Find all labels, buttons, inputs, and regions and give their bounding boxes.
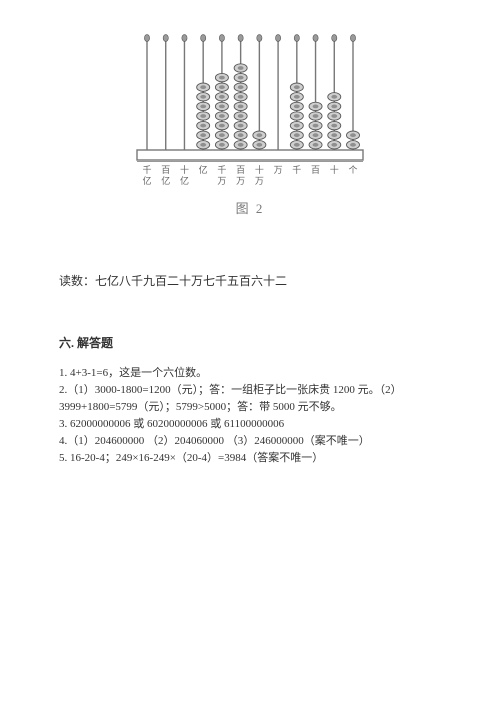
svg-text:千: 千	[142, 165, 151, 175]
svg-text:亿: 亿	[142, 175, 151, 186]
svg-text:万: 万	[236, 176, 245, 186]
page: 千亿百亿十亿亿千万百万十万万千百十个 图 2 读数：七亿八千九百二十万七千五百六…	[0, 0, 500, 707]
figure-caption: 图 2	[55, 198, 445, 217]
svg-text:万: 万	[274, 165, 283, 175]
svg-text:千: 千	[217, 165, 226, 175]
svg-text:亿: 亿	[180, 175, 189, 186]
svg-text:亿: 亿	[161, 175, 170, 186]
svg-text:百: 百	[311, 165, 320, 175]
answer-3: 3. 62000000006 或 60200000006 或 611000000…	[59, 416, 445, 433]
reading-line: 读数：七亿八千九百二十万七千五百六十二	[59, 272, 445, 289]
svg-text:万: 万	[255, 176, 264, 186]
abacus-figure: 千亿百亿十亿亿千万百万十万万千百十个	[135, 30, 365, 190]
svg-text:百: 百	[161, 165, 170, 175]
answer-2b: 3999+1800=5799（元）；5799>5000；答：带 5000 元不够…	[59, 399, 445, 416]
svg-text:千: 千	[292, 165, 301, 175]
section-title: 六. 解答题	[59, 334, 445, 351]
answer-4: 4.（1）204600000 （2）204060000 （3）246000000…	[59, 433, 445, 450]
svg-text:十: 十	[330, 164, 339, 175]
svg-text:亿: 亿	[199, 164, 208, 175]
svg-text:十: 十	[180, 164, 189, 175]
svg-text:个: 个	[348, 165, 357, 175]
answer-5: 5. 16-20-4；249×16-249×（20-4）=3984（答案不唯一）	[59, 450, 445, 467]
answer-2a: 2.（1）3000-1800=1200（元）；答：一组柜子比一张床贵 1200 …	[59, 382, 445, 399]
answer-1: 1. 4+3-1=6，这是一个六位数。	[59, 365, 445, 382]
svg-text:十: 十	[255, 164, 264, 175]
abacus-svg: 千亿百亿十亿亿千万百万十万万千百十个	[135, 30, 365, 190]
svg-text:百: 百	[236, 165, 245, 175]
svg-text:万: 万	[217, 176, 226, 186]
